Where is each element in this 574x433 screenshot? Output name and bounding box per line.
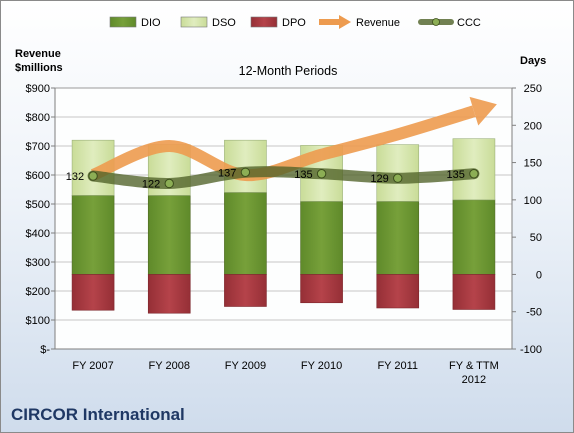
left-axis-tick-label: $- [40,344,50,356]
ccc-marker [393,173,403,183]
bar-dio [147,195,191,275]
left-axis-title-line1: Revenue [15,48,61,60]
right-axis-tick-label: 200 [524,120,542,132]
left-axis-title-line2: $millions [15,62,63,74]
left-axis-tick-label: $800 [26,112,50,124]
left-axis-title: Revenue $millions [15,47,63,75]
bar-dpo [376,274,420,309]
bar-dpo [300,274,343,304]
plot-area [54,87,513,350]
right-axis-tick-label: 150 [524,158,542,170]
legend-label: DSO [212,17,236,29]
legend-item-revenue: Revenue [319,15,400,29]
ccc-data-label: 129 [370,173,388,185]
bar-dio [224,192,267,275]
legend-label: DIO [141,17,161,29]
legend-swatch [250,16,278,28]
left-axis-tick-label: $500 [26,199,50,211]
ccc-marker [164,178,174,189]
legend-label: DPO [282,17,306,29]
bar-dpo [147,274,191,314]
right-axis-tick-label: 0 [536,269,542,281]
legend-item-ccc: CCC [418,17,481,29]
left-axis-tick-label: $700 [26,141,50,153]
ccc-data-label: 137 [218,167,236,179]
legend-item-dio: DIO [109,16,161,29]
legend-swatch-head [339,15,351,29]
category-label: 2012 [462,374,486,386]
left-axis-tick-label: $600 [26,170,50,182]
right-axis-tick-label: -50 [526,307,542,319]
left-axis-tick-label: $100 [26,315,50,327]
legend-swatch [180,16,208,28]
left-axis-tick-label: $300 [26,257,50,269]
left-axis-tick-label: $200 [26,286,50,298]
category-label: FY 2009 [225,360,266,372]
legend-label: CCC [457,17,481,29]
right-axis-tick-label: 100 [524,195,542,207]
category-label: FY 2008 [149,360,190,372]
ccc-marker [469,169,479,179]
ccc-marker [316,169,327,179]
bar-dio [452,199,496,275]
ccc-data-label: 132 [66,171,84,183]
legend-swatch-marker [432,18,440,26]
category-label: FY & TTM [449,360,499,372]
category-label: FY 2010 [301,360,342,372]
revenue-arrow-head [469,96,497,126]
left-axis-tick-label: $400 [26,228,50,240]
bar-dio [71,195,115,275]
legend-item-dpo: DPO [250,16,306,29]
bar-dpo [71,274,115,311]
chart-subtitle: 12-Month Periods [238,64,338,78]
ccc-line [87,166,480,189]
legend-label: Revenue [356,17,400,29]
bar-dio [300,201,343,275]
bar-dpo [224,274,267,307]
legend-item-dso: DSO [180,16,236,29]
bar-dpo [452,274,496,310]
legend-swatch [109,16,137,28]
ccc-data-label: 122 [142,178,160,190]
right-axis-tick-label: -100 [520,344,542,356]
category-label: FY 2007 [72,360,113,372]
ccc-data-label: 135 [294,169,312,181]
left-axis-tick-label: $900 [26,83,50,95]
ccc-data-label: 135 [447,169,465,181]
right-axis-tick-label: 250 [524,83,542,95]
category-label: FY 2011 [377,360,418,372]
ccc-marker [88,171,98,181]
company-name: CIRCOR International [11,405,185,424]
right-axis-title: Days [520,55,547,67]
ccc-marker [240,167,251,177]
right-axis-tick-label: 50 [530,232,542,244]
bar-dio [376,201,420,275]
